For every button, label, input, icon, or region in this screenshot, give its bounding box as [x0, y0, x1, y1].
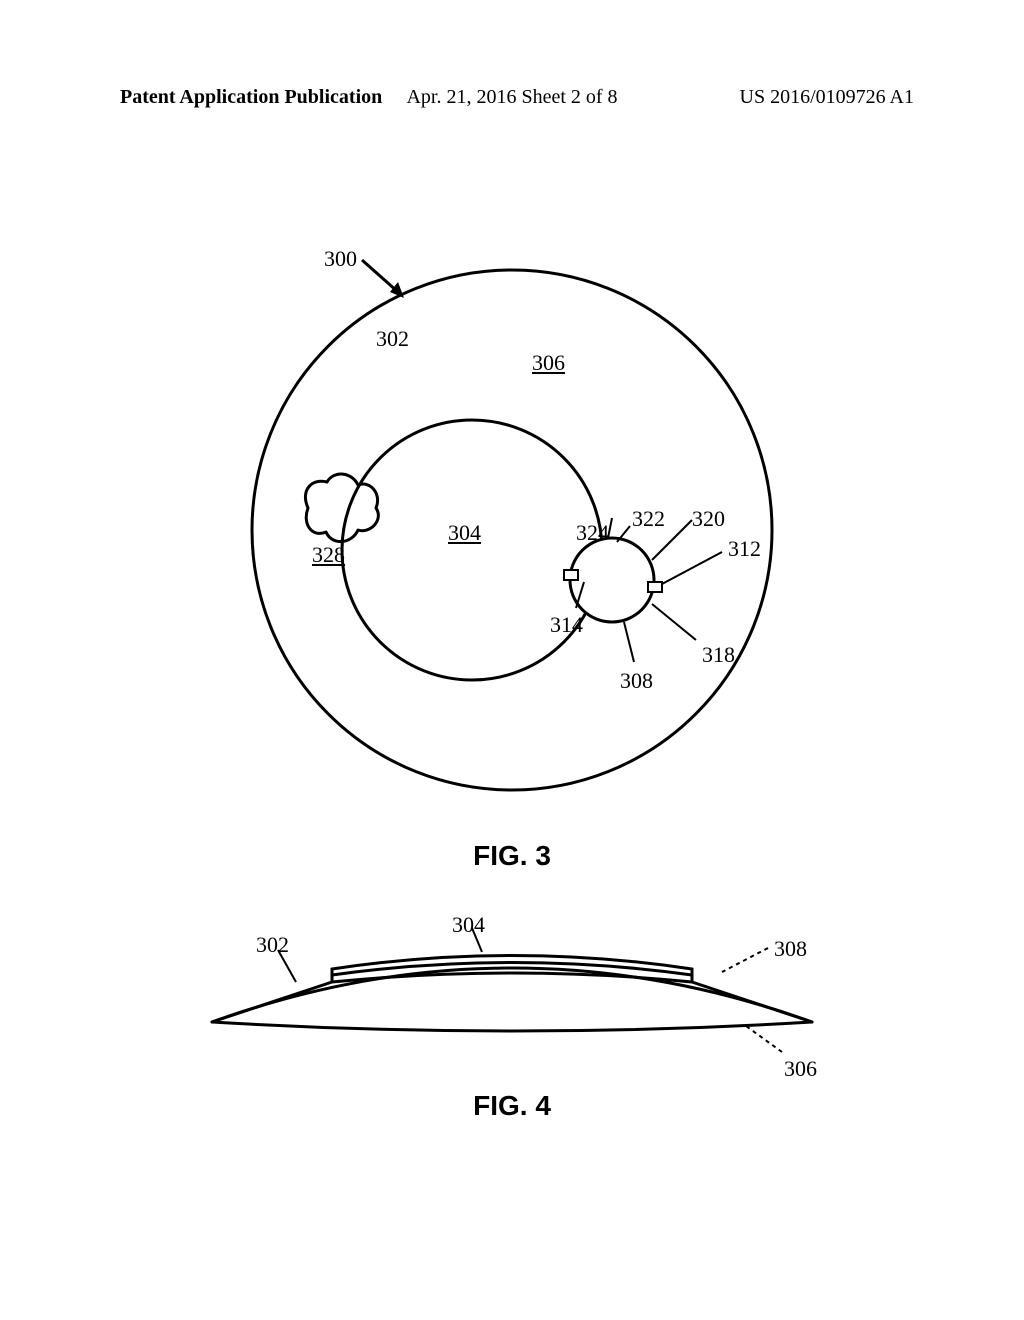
fig3-caption: FIG. 3 [0, 840, 1024, 872]
header-center: Apr. 21, 2016 Sheet 2 of 8 [406, 86, 617, 109]
ref-320: 320 [692, 506, 725, 532]
figure-area: 300 302 306 304 328 322 324 320312 314 318 308 FIG… [0, 230, 1024, 1122]
fig4-caption: FIG. 4 [0, 1090, 1024, 1122]
ref-306: 306 [784, 1056, 817, 1082]
page-header: Patent Application Publication Apr. 21, … [0, 86, 1024, 109]
ref-302: 302 [376, 326, 409, 352]
ref-306: 306 [532, 350, 565, 376]
ref-304: 304 [452, 912, 485, 938]
ref-328: 328 [312, 542, 345, 568]
ref-302: 302 [256, 932, 289, 958]
ref-318: 318 [702, 642, 735, 668]
ref-322: 322 [632, 506, 665, 532]
header-left: Patent Application Publication [120, 86, 382, 109]
fig4-drawing [152, 902, 872, 1082]
ref-308: 308 [620, 668, 653, 694]
fig3-drawing [152, 230, 872, 830]
ref-304: 304 [448, 520, 481, 546]
fig3-container: 300 302 306 304 328 322 324 320312 314 318 308 [152, 230, 872, 830]
header-right: US 2016/0109726 A1 [740, 86, 914, 109]
ref-308: 308 [774, 936, 807, 962]
ref-314: 314 [550, 612, 583, 638]
fig4-container: 302 304 308 306 [152, 902, 872, 1082]
ref-324: 324 [576, 520, 609, 546]
ref-300: 300 [324, 246, 357, 272]
ref-312: 312 [728, 536, 761, 562]
